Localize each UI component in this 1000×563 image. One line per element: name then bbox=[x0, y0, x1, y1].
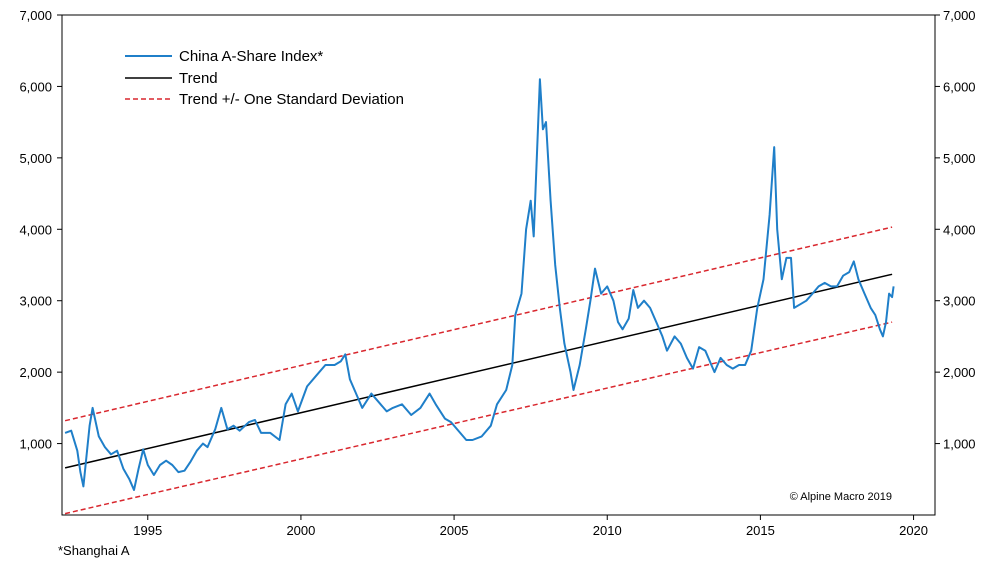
footnote: *Shanghai A bbox=[58, 543, 130, 558]
x-tick-label: 2005 bbox=[440, 523, 469, 538]
x-tick-label: 2020 bbox=[899, 523, 928, 538]
y-tick-label-right: 1,000 bbox=[943, 437, 976, 452]
trend-line bbox=[64, 273, 893, 469]
copyright-note: © Alpine Macro 2019 bbox=[790, 491, 892, 503]
y-tick-label-right: 4,000 bbox=[943, 222, 976, 237]
y-tick-label-right: 5,000 bbox=[943, 151, 976, 166]
y-tick-label-right: 3,000 bbox=[943, 294, 976, 309]
y-tick-label-left: 2,000 bbox=[19, 365, 52, 380]
x-tick-label: 2000 bbox=[286, 523, 315, 538]
y-tick-label-left: 1,000 bbox=[19, 437, 52, 452]
x-tick-label: 2010 bbox=[593, 523, 622, 538]
x-tick-label: 2015 bbox=[746, 523, 775, 538]
index-line bbox=[64, 78, 895, 491]
series-layer bbox=[64, 78, 895, 515]
x-tick-label: 1995 bbox=[133, 523, 162, 538]
plot-frame bbox=[61, 14, 936, 516]
y-tick-label-right: 7,000 bbox=[943, 8, 976, 23]
y-tick-label-left: 4,000 bbox=[19, 222, 52, 237]
y-tick-label-left: 7,000 bbox=[19, 8, 52, 23]
lower-band-line bbox=[64, 321, 893, 515]
y-axis-left: 1,000 2,000 3,000 4,000 5,000 6,000 7,000 bbox=[19, 8, 62, 452]
y-tick-label-right: 6,000 bbox=[943, 79, 976, 94]
legend: China A-Share Index* Trend Trend +/- One… bbox=[125, 48, 404, 108]
legend-label-trend: Trend bbox=[179, 70, 218, 87]
y-axis-right: 1,000 2,000 3,000 4,000 5,000 6,000 7,000 bbox=[935, 8, 976, 452]
x-axis: 1995 2000 2005 2010 2015 2020 bbox=[133, 515, 928, 538]
upper-band-line bbox=[64, 226, 893, 422]
legend-label-index: China A-Share Index* bbox=[179, 48, 323, 65]
y-tick-label-left: 5,000 bbox=[19, 151, 52, 166]
y-tick-label-left: 3,000 bbox=[19, 294, 52, 309]
y-tick-label-right: 2,000 bbox=[943, 365, 976, 380]
legend-label-band: Trend +/- One Standard Deviation bbox=[179, 91, 404, 108]
y-tick-label-left: 6,000 bbox=[19, 79, 52, 94]
